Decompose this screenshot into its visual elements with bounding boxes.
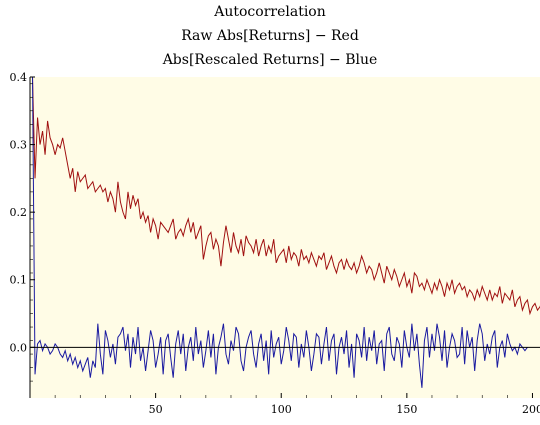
- x-tick-label: 150: [396, 403, 417, 416]
- x-tick-label: 200: [522, 403, 540, 416]
- y-tick-label: 0.0: [10, 341, 28, 354]
- title-line-1: Autocorrelation: [213, 4, 326, 20]
- title-line-3: Abs[Rescaled Returns] − Blue: [162, 52, 378, 68]
- title-line-2: Raw Abs[Returns] − Red: [181, 28, 359, 44]
- y-tick-label: 0.2: [10, 206, 28, 219]
- chart-title: Autocorrelation Raw Abs[Returns] − Red A…: [162, 4, 378, 68]
- y-tick-label: 0.1: [10, 274, 28, 287]
- x-tick-label: 100: [271, 403, 292, 416]
- y-tick-label: 0.4: [10, 71, 28, 84]
- x-tick-label: 50: [149, 403, 163, 416]
- y-tick-label: 0.3: [10, 139, 28, 152]
